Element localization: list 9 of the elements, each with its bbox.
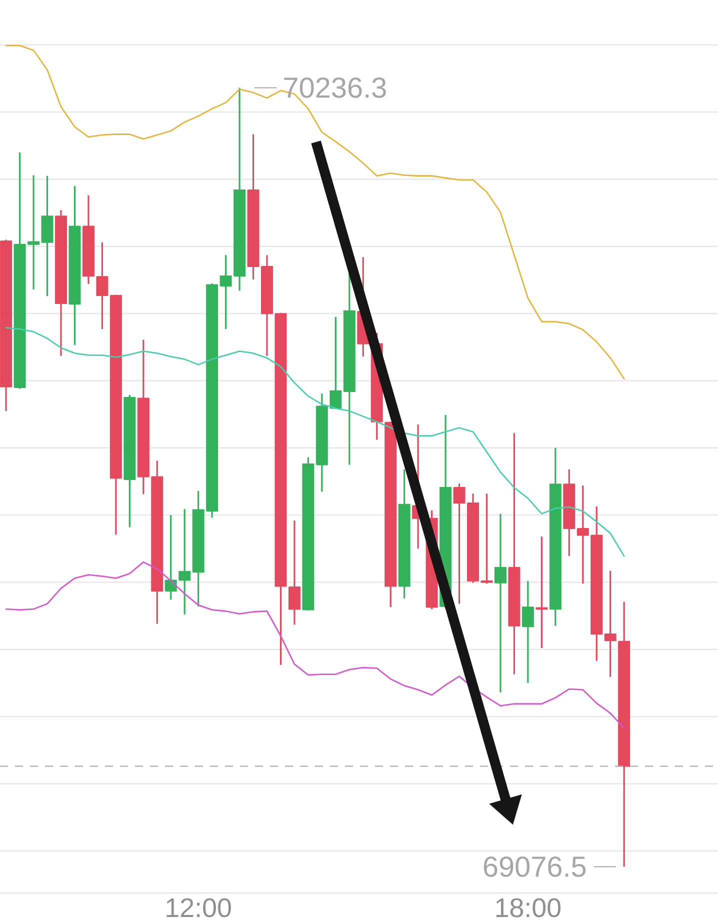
candlestick bbox=[522, 580, 534, 684]
annotation: 70236.3 bbox=[284, 77, 386, 98]
x-tick-label: 12:00 bbox=[166, 898, 231, 918]
candlestick bbox=[604, 570, 616, 678]
candlestick bbox=[96, 242, 108, 330]
annotation: 69076.5 bbox=[484, 856, 586, 877]
candlestick bbox=[494, 512, 506, 694]
x-tick-label: 18:00 bbox=[496, 898, 561, 918]
candlestick bbox=[288, 520, 300, 626]
